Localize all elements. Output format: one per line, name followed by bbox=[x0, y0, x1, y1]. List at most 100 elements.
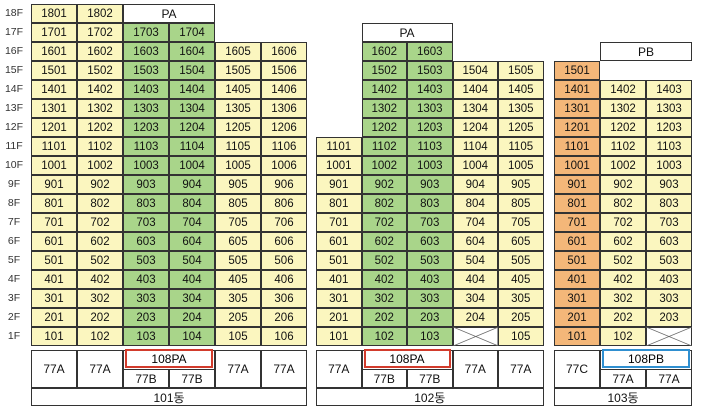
unit-cell: 902 bbox=[77, 175, 123, 194]
unit-cell: 504 bbox=[452, 251, 498, 270]
unit-cell: 1101 bbox=[554, 137, 600, 156]
unit-cell: 905 bbox=[215, 175, 261, 194]
unit-cell: 704 bbox=[452, 213, 498, 232]
unit-type-label: 77C bbox=[554, 350, 600, 388]
unit-cell: 1305 bbox=[215, 99, 261, 118]
unit-cell: 401 bbox=[554, 270, 600, 289]
unit-cell: 1105 bbox=[498, 137, 544, 156]
unit-cell: 205 bbox=[498, 308, 544, 327]
unit-type-label: 77A bbox=[31, 350, 77, 388]
unit-cell: 1201 bbox=[31, 118, 77, 137]
unit-cell: 301 bbox=[316, 289, 362, 308]
unit-cell: 901 bbox=[554, 175, 600, 194]
unit-cell: 206 bbox=[261, 308, 307, 327]
unit-cell: 1005 bbox=[498, 156, 544, 175]
empty-unit-cross bbox=[646, 327, 692, 346]
unit-cell: 1404 bbox=[452, 80, 498, 99]
unit-cell: 602 bbox=[361, 232, 407, 251]
roof-label: PA bbox=[123, 4, 215, 23]
unit-cell: 902 bbox=[361, 175, 407, 194]
unit-cell: 1602 bbox=[361, 42, 407, 61]
unit-cell: 305 bbox=[498, 289, 544, 308]
floor-label: 14F bbox=[4, 83, 24, 95]
unit-cell: 506 bbox=[261, 251, 307, 270]
unit-cell: 1004 bbox=[169, 156, 215, 175]
floor-label: 11F bbox=[5, 140, 23, 152]
unit-cell: 802 bbox=[77, 194, 123, 213]
unit-cell: 1306 bbox=[261, 99, 307, 118]
unit-cell: 302 bbox=[361, 289, 407, 308]
unit-cell: 1402 bbox=[361, 80, 407, 99]
unit-cell: 1406 bbox=[261, 80, 307, 99]
unit-cell: 801 bbox=[31, 194, 77, 213]
unit-cell: 705 bbox=[498, 213, 544, 232]
unit-cell: 803 bbox=[646, 194, 692, 213]
unit-cell: 103 bbox=[123, 327, 169, 346]
unit-cell: 903 bbox=[407, 175, 453, 194]
unit-cell: 1304 bbox=[452, 99, 498, 118]
unit-cell: 605 bbox=[498, 232, 544, 251]
unit-cell: 1303 bbox=[646, 99, 692, 118]
unit-cell: 1003 bbox=[646, 156, 692, 175]
unit-cell: 1303 bbox=[123, 99, 169, 118]
unit-cell: 601 bbox=[31, 232, 77, 251]
unit-cell: 1005 bbox=[215, 156, 261, 175]
unit-cell: 1003 bbox=[407, 156, 453, 175]
unit-cell: 405 bbox=[215, 270, 261, 289]
unit-cell: 402 bbox=[77, 270, 123, 289]
unit-cell: 1401 bbox=[554, 80, 600, 99]
sub-type-label: 77B bbox=[169, 369, 215, 388]
unit-cell: 201 bbox=[316, 308, 362, 327]
unit-cell: 1101 bbox=[31, 137, 77, 156]
pa-type-label: 108PA bbox=[125, 349, 213, 368]
floor-label: 4F bbox=[7, 273, 21, 285]
unit-cell: 1104 bbox=[452, 137, 498, 156]
floor-label: 1F bbox=[7, 330, 21, 342]
unit-cell: 503 bbox=[123, 251, 169, 270]
unit-cell: 501 bbox=[554, 251, 600, 270]
unit-cell: 401 bbox=[316, 270, 362, 289]
floor-label: 16F bbox=[4, 45, 24, 57]
floor-label: 5F bbox=[7, 254, 21, 266]
unit-cell: 804 bbox=[452, 194, 498, 213]
unit-cell: 503 bbox=[646, 251, 692, 270]
unit-cell: 202 bbox=[600, 308, 646, 327]
unit-cell: 401 bbox=[31, 270, 77, 289]
unit-cell: 604 bbox=[452, 232, 498, 251]
unit-cell: 1002 bbox=[77, 156, 123, 175]
unit-cell: 304 bbox=[452, 289, 498, 308]
unit-cell: 204 bbox=[169, 308, 215, 327]
unit-cell: 803 bbox=[123, 194, 169, 213]
unit-cell: 601 bbox=[316, 232, 362, 251]
unit-cell: 1402 bbox=[77, 80, 123, 99]
unit-cell: 802 bbox=[600, 194, 646, 213]
unit-cell: 1304 bbox=[169, 99, 215, 118]
unit-cell: 802 bbox=[361, 194, 407, 213]
unit-cell: 1603 bbox=[407, 42, 453, 61]
unit-cell: 1001 bbox=[31, 156, 77, 175]
unit-cell: 1305 bbox=[498, 99, 544, 118]
unit-cell: 701 bbox=[31, 213, 77, 232]
unit-cell: 1703 bbox=[123, 23, 169, 42]
unit-cell: 403 bbox=[123, 270, 169, 289]
unit-cell: 702 bbox=[77, 213, 123, 232]
unit-cell: 1603 bbox=[123, 42, 169, 61]
unit-cell: 1302 bbox=[600, 99, 646, 118]
unit-cell: 202 bbox=[361, 308, 407, 327]
floor-label: 10F bbox=[4, 159, 24, 171]
floor-label: 13F bbox=[4, 102, 24, 114]
unit-cell: 1503 bbox=[407, 61, 453, 80]
unit-cell: 404 bbox=[452, 270, 498, 289]
unit-cell: 305 bbox=[215, 289, 261, 308]
unit-cell: 201 bbox=[554, 308, 600, 327]
unit-cell: 1801 bbox=[31, 4, 77, 23]
unit-cell: 1204 bbox=[169, 118, 215, 137]
unit-cell: 1301 bbox=[554, 99, 600, 118]
unit-cell: 1006 bbox=[261, 156, 307, 175]
unit-cell: 903 bbox=[123, 175, 169, 194]
unit-cell: 204 bbox=[452, 308, 498, 327]
unit-cell: 1102 bbox=[77, 137, 123, 156]
unit-cell: 1205 bbox=[498, 118, 544, 137]
unit-cell: 702 bbox=[600, 213, 646, 232]
